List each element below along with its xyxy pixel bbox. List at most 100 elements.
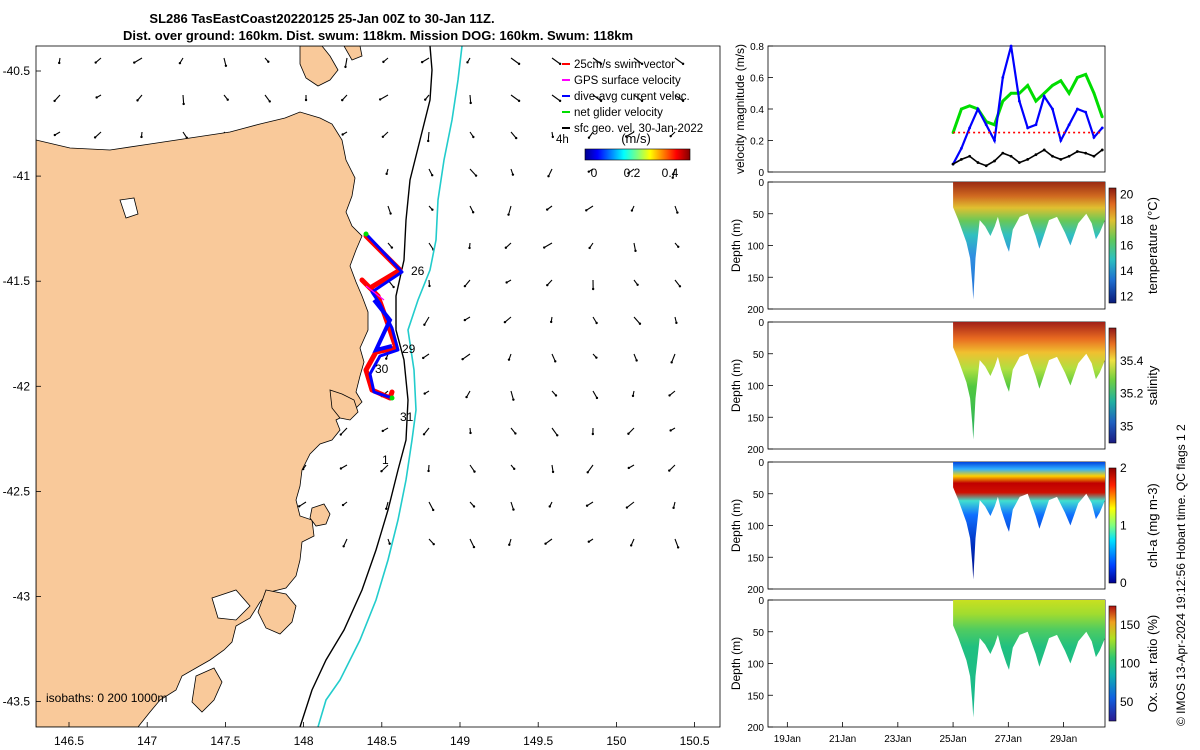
profile-temperature-field xyxy=(953,182,1105,300)
velocity-arrow-head xyxy=(474,174,478,177)
day-label-26: 26 xyxy=(411,264,425,278)
velocity-arrow xyxy=(674,279,681,287)
velocity-arrow xyxy=(585,205,594,211)
velocity-point xyxy=(1001,99,1005,103)
velocity-colorbar xyxy=(584,148,691,161)
profile-y-ticklabel: 50 xyxy=(753,210,765,221)
right-panels: 0 0.2 0.4 0.6 0.8 velocity magnitude (m/s) 0… xyxy=(729,42,1160,745)
day-label-1: 1 xyxy=(382,453,389,467)
velocity-arrow xyxy=(504,316,512,323)
velocity-arrow xyxy=(469,94,472,104)
velocity-arrow-head xyxy=(591,287,595,291)
colorbar-chlorophyll xyxy=(1108,467,1117,584)
isobath-200m xyxy=(299,46,433,727)
velocity-arrow-head xyxy=(388,542,391,545)
velocity-arrow-head xyxy=(627,466,630,470)
velocity-point xyxy=(1067,154,1071,158)
profile-oxygen-field xyxy=(953,600,1105,718)
velocity-arrow xyxy=(340,427,348,435)
velocity-arrow-head xyxy=(676,211,679,214)
velocity-arrow xyxy=(133,57,143,64)
velocity-arrow-head xyxy=(472,545,476,549)
land-maria-island xyxy=(309,503,331,527)
profile-y-ticklabel: 50 xyxy=(753,490,765,501)
colorbar-label-oxygen: Ox. sat. ratio (%) xyxy=(1145,615,1160,713)
colorbar-tick: 1 xyxy=(1120,519,1127,533)
velocity-arrow-head xyxy=(53,133,57,137)
velocity-arrow xyxy=(674,94,684,102)
velocity-arrow-head xyxy=(517,99,521,103)
velocity-point xyxy=(1100,126,1104,130)
velocity-point xyxy=(1092,154,1096,158)
profile-y-ticklabel: 200 xyxy=(747,305,764,316)
velocity-arrow-head xyxy=(627,432,630,435)
colorbar-title: (m/s) xyxy=(621,131,651,146)
velocity-arrow xyxy=(462,353,471,360)
velocity-arrow-head xyxy=(344,65,347,69)
legend-text-gps: GPS surface velocity xyxy=(574,75,681,87)
colorbar-tick: 16 xyxy=(1120,239,1134,253)
velocity-arrow-head xyxy=(182,102,185,106)
velocity-arrow xyxy=(381,464,389,472)
profile-y-ticklabel: 200 xyxy=(747,585,764,596)
velocity-point xyxy=(1017,99,1021,103)
velocity-arrow xyxy=(54,94,61,102)
velocity-arrow-head xyxy=(507,213,510,216)
map-x-ticklabel: 147.5 xyxy=(210,734,240,748)
velocity-arrow-head xyxy=(671,176,674,179)
velocity-arrow xyxy=(551,57,561,65)
velocity-point xyxy=(1034,153,1038,157)
velocity-arrow-head xyxy=(267,60,270,63)
velocity-arrow-head xyxy=(341,133,344,136)
profile-y-ticklabel: 0 xyxy=(758,596,764,607)
velocity-point xyxy=(1092,135,1096,139)
velocity-arrow-head xyxy=(544,542,547,545)
colorbar-tick: 35 xyxy=(1120,420,1134,434)
velocity-arrow-head xyxy=(420,60,424,64)
velocity-arrow-head xyxy=(554,394,558,397)
velocity-point xyxy=(968,104,972,108)
profile-panel-chlorophyll: 0 50 100 150 200 Depth (m) 0 1 2 chl-a (mg m-3) xyxy=(729,458,1160,596)
velocity-arrow xyxy=(543,242,553,248)
velocity-arrow-head xyxy=(634,249,637,253)
velocity-arrow-head xyxy=(517,62,521,66)
time-ticklabel: 25Jan xyxy=(939,734,966,745)
velocity-point xyxy=(993,159,996,163)
velocity-ylabel: velocity magnitude (m/s) xyxy=(733,44,747,174)
map-x-axis: 146.5 147 147.5 148 148.5 149 149.5 150 150.5 xyxy=(54,722,710,748)
velocity-arrow xyxy=(633,242,637,251)
title-line-1: SL286 TasEastCoast20220125 25-Jan 00Z to… xyxy=(149,11,494,26)
velocity-arrow-head xyxy=(554,360,557,363)
land-tasman-peninsula xyxy=(257,589,297,635)
profile-y-ticklabel: 150 xyxy=(747,553,764,564)
legend-text-dive: dive-avg current veloc. xyxy=(574,91,690,103)
profile-panel-temperature: 0 50 100 150 200 Depth (m) 12 14 16 18 20 temperatu… xyxy=(729,178,1160,316)
velocity-arrow xyxy=(592,57,602,65)
velocity-arrow-head xyxy=(431,208,434,211)
map-x-ticklabel: 150 xyxy=(606,734,626,748)
map-y-ticklabel: -41 xyxy=(13,169,31,183)
velocity-arrow xyxy=(551,94,561,102)
velocity-arrow xyxy=(671,353,676,363)
velocity-arrow-head xyxy=(678,285,682,288)
velocity-arrow-head xyxy=(599,99,603,103)
legend-item-dive: dive-avg current veloc. xyxy=(562,91,690,103)
velocity-arrow-head xyxy=(640,99,644,103)
glider-track xyxy=(359,231,404,401)
velocity-point xyxy=(968,126,972,130)
velocity-arrow xyxy=(428,501,434,511)
colorbar-tick: 20 xyxy=(1120,187,1134,201)
velocity-point xyxy=(993,123,996,127)
colorbar-tick-0.4: 0.4 xyxy=(662,166,679,180)
velocity-point xyxy=(1059,158,1063,161)
velocity-arrow-head xyxy=(423,392,426,395)
profile-ylabel: Depth (m) xyxy=(729,499,743,552)
profile-chlorophyll-field xyxy=(953,462,1105,580)
land-bruny-island xyxy=(191,667,223,713)
velocity-point xyxy=(1042,95,1046,98)
velocity-point xyxy=(1100,148,1104,152)
land-islands-north xyxy=(299,46,339,87)
velocity-arrow-head xyxy=(463,284,467,288)
velocity-arrow-head xyxy=(545,208,549,211)
